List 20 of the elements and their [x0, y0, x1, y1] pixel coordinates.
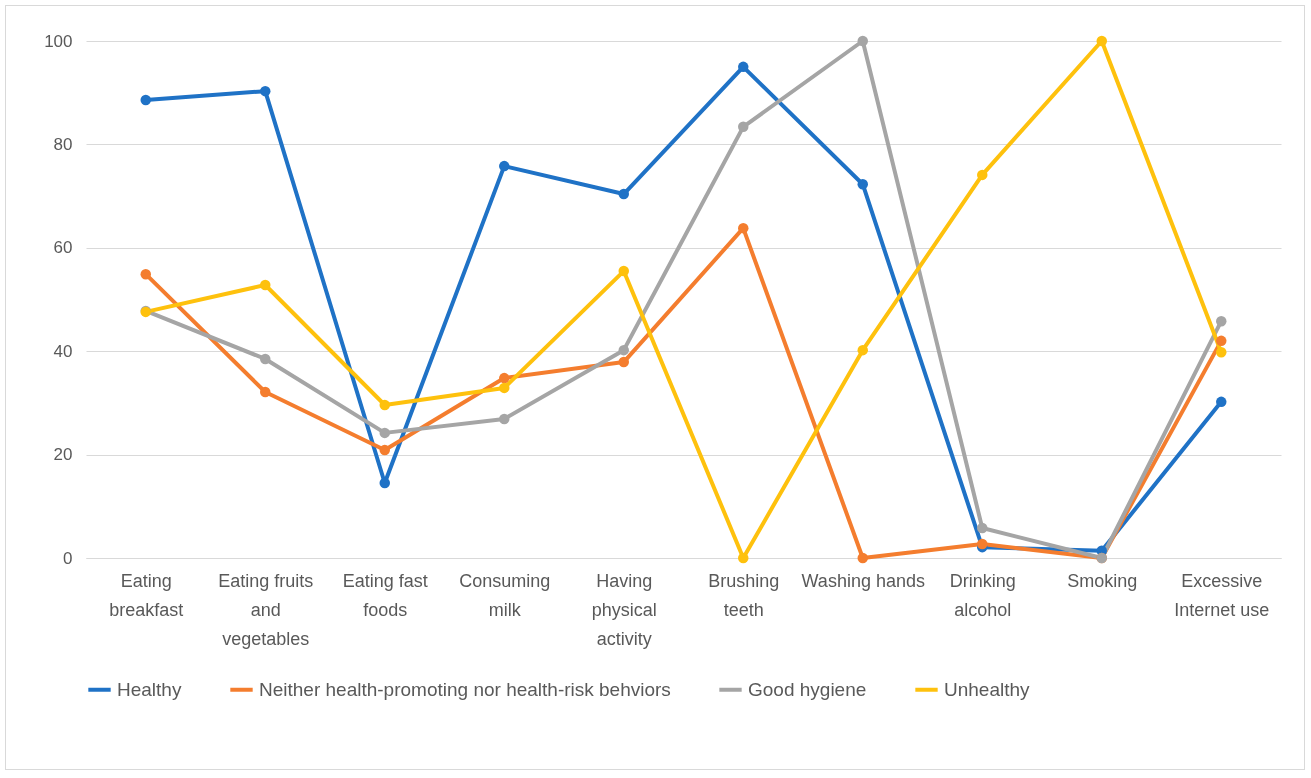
x-tick-label: Eating fruits and vegetables: [218, 570, 314, 649]
x-tick-label: Brushing teeth: [708, 570, 780, 620]
y-tick-label: 20: [53, 445, 73, 465]
y-tick-label: 80: [53, 134, 73, 154]
legend-label: Unhealthy: [944, 678, 1031, 700]
y-tick-label: 100: [44, 31, 73, 51]
x-tick-label: Smoking: [1067, 570, 1138, 591]
x-tick-label: Eating breakfast: [109, 570, 184, 620]
y-tick-label: 0: [63, 548, 73, 568]
legend-label: Good hygiene: [748, 678, 867, 700]
x-tick-label: Eating fast foods: [342, 570, 428, 620]
x-tick-label: Washing hands: [801, 570, 925, 591]
legend-label: Neither health-promoting nor health-risk behviors: [259, 678, 671, 700]
x-tick-label: Excessive Internet use: [1174, 570, 1270, 620]
legend-label: Healthy: [117, 678, 182, 700]
x-tick-label: Having physical activity: [591, 570, 657, 649]
x-tick-label: Drinking alcohol: [949, 570, 1016, 620]
y-tick-label: 60: [53, 238, 73, 258]
x-tick-label: Consuming milk: [459, 570, 551, 620]
y-tick-label: 40: [53, 341, 73, 361]
